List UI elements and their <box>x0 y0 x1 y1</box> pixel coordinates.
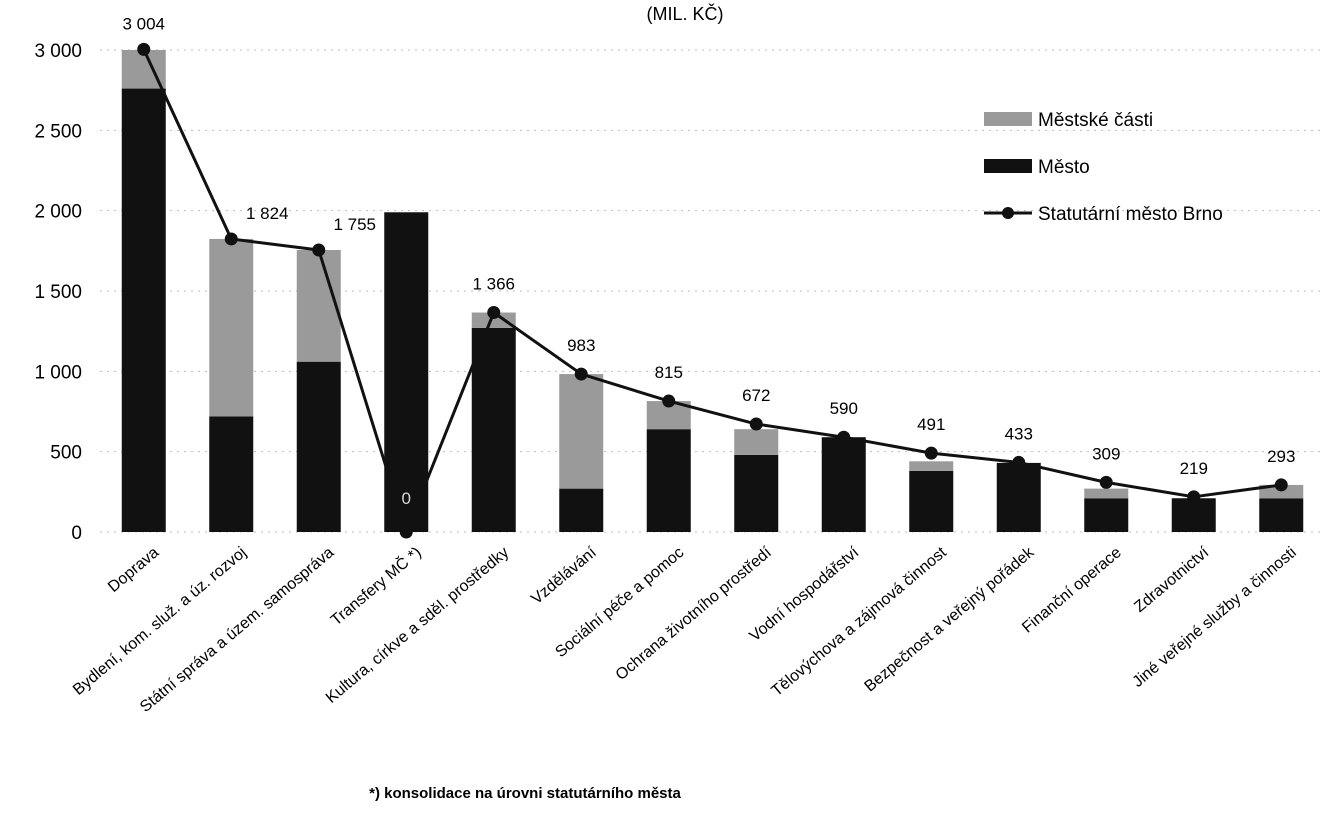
bar-mestske-casti <box>909 461 954 471</box>
y-tick-label: 1 500 <box>34 282 82 303</box>
data-label: 1 366 <box>472 275 515 294</box>
y-tick-label: 1 000 <box>34 362 82 383</box>
bar-mestske-casti <box>471 312 516 328</box>
x-tick-label: Vzdělávání <box>528 544 600 608</box>
line-point <box>1099 475 1113 489</box>
bar-mesto <box>996 462 1041 532</box>
line-point <box>574 367 588 381</box>
y-tick-label: 2 000 <box>34 202 82 223</box>
bar-mesto <box>1259 498 1304 532</box>
legend-swatch-mestske-casti <box>984 112 1032 126</box>
y-tick-label: 500 <box>50 443 82 464</box>
data-label: 293 <box>1267 447 1295 466</box>
bar-mestske-casti <box>296 250 341 362</box>
bar-mesto <box>1084 498 1129 532</box>
line-point <box>924 446 938 460</box>
bar-mesto <box>1171 498 1216 532</box>
line-point <box>662 394 676 408</box>
data-labels: 3 004 1 824 1 755 0 1 366 983 815 672 590 491 433 3… <box>122 14 1295 508</box>
bar-mestske-casti <box>209 238 254 417</box>
data-label: 1 755 <box>333 215 376 234</box>
data-label: 491 <box>917 415 945 434</box>
x-tick-label: Transfery MČ *) <box>327 543 425 630</box>
line-point <box>137 42 151 56</box>
line-point <box>1274 478 1288 492</box>
bar-mestske-casti <box>734 429 779 455</box>
bar-mestske-casti <box>1259 484 1304 499</box>
y-axis: 0 500 1 000 1 500 2 000 2 500 3 000 <box>34 41 82 544</box>
data-label: 3 004 <box>122 14 165 33</box>
line-point <box>837 430 851 444</box>
bar-mesto <box>559 488 604 532</box>
bar-mesto <box>646 429 691 532</box>
bar-mesto <box>384 212 429 533</box>
line-point <box>312 243 326 257</box>
bar-mesto <box>471 327 516 532</box>
chart-title: (MIL. KČ) <box>646 3 723 24</box>
bar-mestske-casti <box>559 374 604 489</box>
bar-mesto <box>909 470 954 532</box>
bar-mesto <box>821 437 866 532</box>
line-series-brno <box>142 48 1282 534</box>
data-label: 219 <box>1180 459 1208 478</box>
line-point <box>399 525 413 539</box>
x-tick-label: Tělovýchova a zájmová činnost <box>769 544 951 700</box>
x-tick-label: Kultura, církve a sděl. prostředky <box>323 544 512 707</box>
bar-mesto <box>121 88 166 532</box>
y-tick-label: 2 500 <box>34 121 82 142</box>
x-tick-label: Zdravotnictví <box>1131 544 1213 616</box>
data-label: 433 <box>1005 424 1033 443</box>
x-tick-label: Státní správa a územ. samospráva <box>137 544 337 716</box>
x-tick-label: Doprava <box>105 544 162 596</box>
x-tick-label: Ochrana životního prostředí <box>613 544 776 684</box>
x-tick-label: Bezpečnost a veřejný pořádek <box>862 543 1039 695</box>
line-point <box>487 306 501 320</box>
line-point <box>224 232 238 246</box>
y-tick-label: 3 000 <box>34 41 82 62</box>
bar-mesto <box>209 416 254 532</box>
data-label: 590 <box>830 399 858 418</box>
data-label: 0 <box>402 489 411 508</box>
legend-label-mesto: Město <box>1038 157 1090 178</box>
bar-mesto <box>734 454 779 532</box>
legend-label-mestske-casti: Městské části <box>1038 110 1153 131</box>
x-tick-label: Bydlení, kom. služ. a úz. rozvoj <box>70 544 250 699</box>
total-line <box>137 42 1288 539</box>
legend: Městské části Město Statutární město Brn… <box>984 110 1223 225</box>
bar-mesto <box>296 361 341 532</box>
data-label: 309 <box>1092 444 1120 463</box>
data-label: 1 824 <box>246 204 289 223</box>
line-point <box>749 417 763 431</box>
y-tick-label: 0 <box>71 523 82 544</box>
data-label: 815 <box>655 363 683 382</box>
legend-swatch-mesto <box>984 159 1032 173</box>
bar-mestske-casti <box>1084 488 1129 499</box>
line-point <box>1187 490 1201 504</box>
bars <box>121 50 1304 533</box>
legend-label-brno: Statutární město Brno <box>1038 204 1223 225</box>
chart-footnote: *) konsolidace na úrovni statutárního mě… <box>369 785 681 802</box>
legend-point-marker <box>1002 207 1014 219</box>
line-point <box>1012 455 1026 469</box>
data-label: 672 <box>742 386 770 405</box>
x-tick-label: Jiné veřejné služby a činnosti <box>1129 544 1299 691</box>
data-label: 983 <box>567 336 595 355</box>
